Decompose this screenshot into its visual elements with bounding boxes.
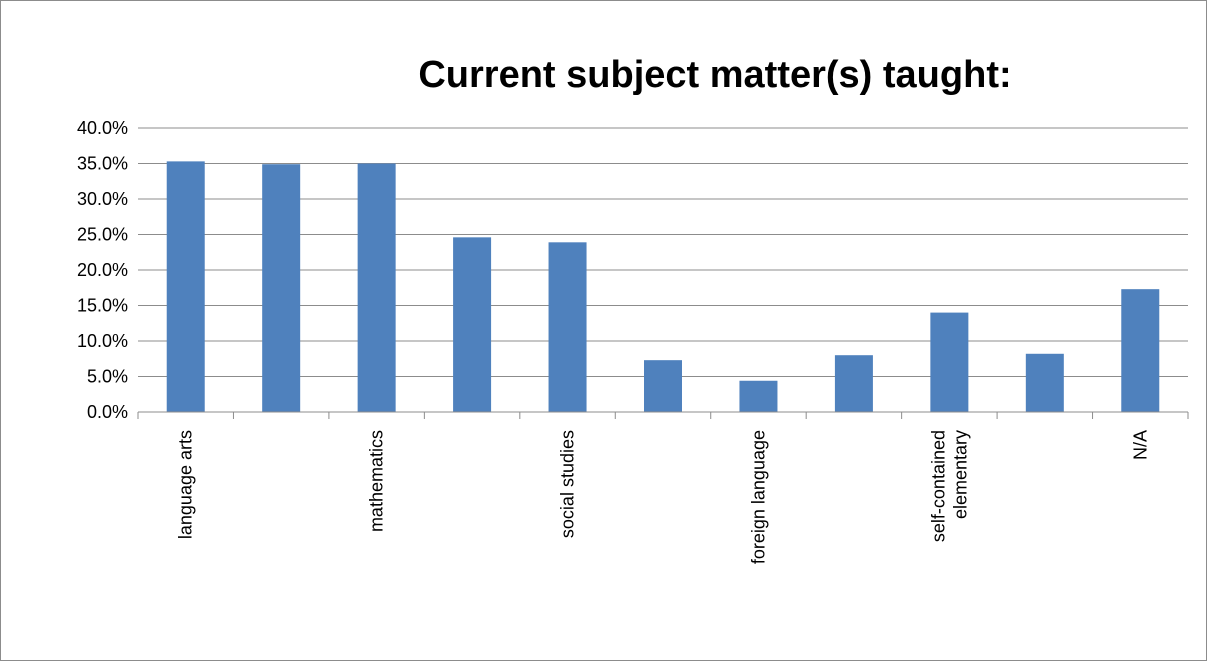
y-tick-label: 0.0% xyxy=(87,402,128,422)
y-axis-tick-labels: 0.0% 5.0% 10.0% 15.0% 20.0% 25.0% 30.0% 35.0% 40… xyxy=(77,118,128,422)
bar xyxy=(262,164,301,412)
x-axis xyxy=(137,411,1189,419)
category-label: foreign language xyxy=(748,430,768,564)
bar xyxy=(834,355,873,412)
y-tick-label: 30.0% xyxy=(77,189,128,209)
y-tick-label: 35.0% xyxy=(77,154,128,174)
gridlines xyxy=(138,127,1188,377)
bar xyxy=(453,237,492,412)
category-label: self-contained xyxy=(928,430,948,542)
category-labels: language arts mathematics social studies fo… xyxy=(176,430,1151,564)
y-tick-label: 20.0% xyxy=(77,260,128,280)
category-label: social studies xyxy=(558,430,578,538)
category-label: N/A xyxy=(1130,430,1150,460)
category-label: language arts xyxy=(176,430,196,539)
y-tick-label: 25.0% xyxy=(77,225,128,245)
bar xyxy=(1121,289,1160,412)
bar xyxy=(166,161,205,412)
bar xyxy=(1025,353,1064,412)
y-tick-label: 5.0% xyxy=(87,367,128,387)
bar xyxy=(739,380,778,412)
bar xyxy=(357,163,396,412)
bar xyxy=(548,242,587,412)
bar xyxy=(930,312,969,412)
bars xyxy=(166,161,1160,412)
bar xyxy=(644,360,682,412)
category-label: mathematics xyxy=(367,430,387,532)
chart-title: Current subject matter(s) taught: xyxy=(418,54,1011,96)
category-label: elementary xyxy=(950,430,970,519)
y-tick-label: 15.0% xyxy=(77,296,128,316)
y-tick-label: 40.0% xyxy=(77,118,128,138)
y-tick-label: 10.0% xyxy=(77,331,128,351)
